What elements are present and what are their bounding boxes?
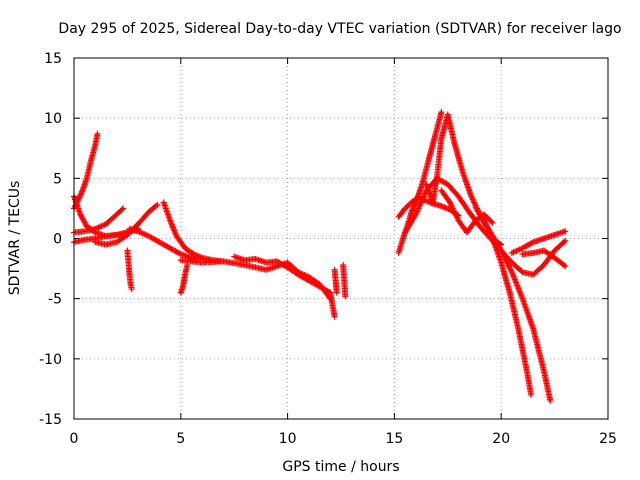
y-tick-label: 5	[53, 171, 62, 187]
data-point	[489, 219, 496, 226]
series-track-a	[71, 130, 101, 212]
x-tick-label: 20	[492, 431, 510, 447]
x-tick-label: 25	[599, 431, 617, 447]
series-track-v	[508, 228, 569, 256]
data-point	[78, 188, 85, 195]
data-point	[561, 262, 568, 269]
x-axis-title: GPS time / hours	[282, 459, 399, 475]
series-track-i	[177, 261, 191, 296]
data-point	[78, 190, 85, 197]
data-point	[77, 191, 84, 198]
data-point	[561, 238, 568, 245]
series-track-u	[487, 235, 569, 278]
data-point	[410, 204, 417, 211]
x-tick-label: 15	[385, 431, 403, 447]
data-point	[331, 313, 338, 320]
series-track-f	[124, 247, 135, 293]
series-track-w	[519, 247, 569, 270]
data-point	[410, 203, 417, 210]
data-point	[75, 195, 82, 202]
series-track-c	[71, 205, 127, 236]
series-track-m	[340, 261, 349, 300]
data-point	[408, 209, 415, 216]
data-point	[562, 237, 569, 244]
data-point	[562, 228, 569, 235]
series-track-e	[92, 201, 161, 248]
x-tick-label: 5	[176, 431, 185, 447]
data-point	[488, 218, 495, 225]
data-point	[528, 391, 535, 398]
data-point	[153, 202, 160, 209]
data-point	[409, 206, 416, 213]
data-point	[76, 194, 83, 201]
data-point	[128, 286, 135, 293]
axis-ticks: 0 5 10 15 20 25 -15 -10 -5 0 5 10 15	[39, 51, 617, 447]
data-point	[547, 397, 554, 404]
data-point	[94, 130, 101, 137]
series-track-s	[472, 204, 535, 398]
series-track-g	[126, 225, 206, 262]
series-track-h	[160, 199, 227, 265]
data-point	[528, 239, 535, 246]
plot-frame	[73, 57, 609, 420]
data-point	[154, 201, 161, 208]
y-tick-label: 0	[53, 232, 62, 248]
data-point	[176, 250, 183, 257]
x-tick-label: 0	[70, 431, 79, 447]
series-track-k	[231, 253, 338, 320]
x-tick-label: 10	[279, 431, 297, 447]
data-point	[77, 192, 84, 199]
data-point	[120, 205, 127, 212]
y-axis-title: SDTVAR / TECUs	[7, 181, 23, 296]
y-tick-label: -10	[39, 352, 62, 368]
data-point	[438, 109, 445, 116]
y-tick-label: 10	[44, 111, 62, 127]
y-tick-label: -15	[39, 412, 62, 428]
data-point	[333, 289, 340, 296]
data-points	[71, 109, 569, 404]
data-point	[409, 207, 416, 214]
data-point	[118, 206, 125, 213]
series-track-t	[476, 211, 554, 404]
grid	[74, 58, 608, 419]
data-point	[342, 293, 349, 300]
y-tick-label: 15	[44, 51, 62, 67]
chart-title: Day 295 of 2025, Sidereal Day-to-day VTE…	[58, 21, 621, 37]
series-track-l	[331, 266, 340, 296]
y-tick-label: -5	[48, 292, 62, 308]
data-point	[562, 263, 569, 270]
